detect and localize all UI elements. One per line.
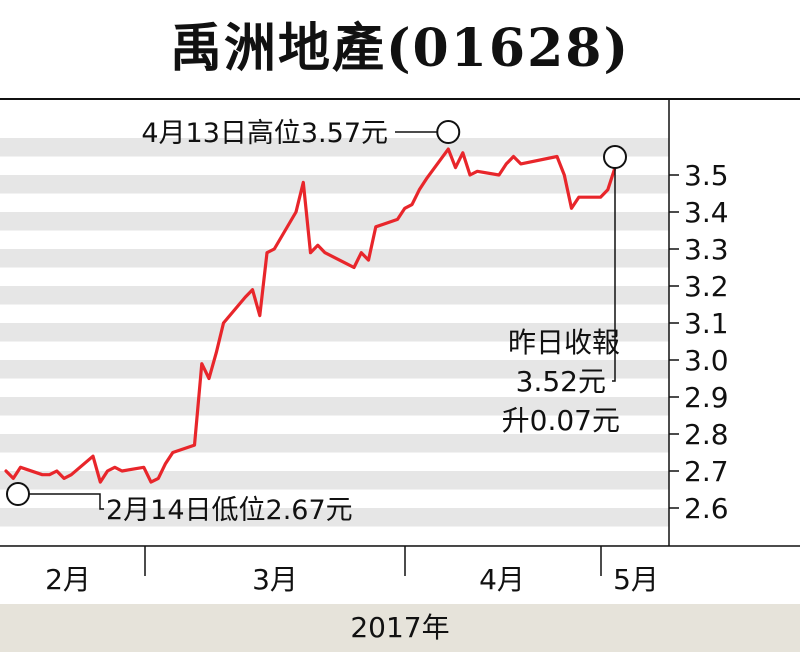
background-band xyxy=(0,323,669,342)
y-tick-label: 2.9 xyxy=(684,381,729,414)
price-line xyxy=(4,147,617,484)
month-label: 2月 xyxy=(45,563,91,596)
close-annotation-line-1: 昨日收報 xyxy=(508,326,620,359)
month-label: 3月 xyxy=(252,563,298,596)
background-band xyxy=(0,286,669,305)
background-band xyxy=(0,175,669,194)
background-band xyxy=(0,212,669,231)
month-label: 4月 xyxy=(479,563,525,596)
high-annotation: 4月13日高位3.57元 xyxy=(141,118,388,149)
y-tick-label: 3.2 xyxy=(684,270,729,303)
y-tick-label: 3.0 xyxy=(684,344,729,377)
background-band xyxy=(0,397,669,416)
y-axis-ticks: 2.6 2.7 2.8 2.9 3.0 3.1 3.2 3.3 3.4 3.5 xyxy=(669,159,729,525)
month-label: 5月 xyxy=(613,563,659,596)
background-band xyxy=(0,360,669,379)
high-marker xyxy=(436,120,461,144)
close-annotation-line-3: 升0.07元 xyxy=(502,404,620,437)
background-band xyxy=(0,471,669,490)
y-tick-label: 3.1 xyxy=(684,307,729,340)
year-label: 2017年 xyxy=(0,604,800,652)
low-marker xyxy=(6,482,30,506)
background-band xyxy=(0,508,669,527)
y-tick-label: 3.4 xyxy=(684,196,729,229)
y-tick-label: 2.8 xyxy=(684,418,729,451)
close-marker xyxy=(603,145,627,169)
background-band xyxy=(0,138,669,157)
y-tick-label: 3.3 xyxy=(684,233,729,266)
background-band xyxy=(0,434,669,453)
chart-title: 禹洲地產(01628) xyxy=(169,18,631,79)
y-tick-label: 3.5 xyxy=(684,159,729,192)
y-tick-label: 2.7 xyxy=(684,455,729,488)
close-leader-line xyxy=(612,168,616,382)
low-annotation: 2月14日低位2.67元 xyxy=(106,495,353,526)
y-tick-label: 2.6 xyxy=(684,492,729,525)
x-axis-month-ticks: 2月 3月 4月 5月 xyxy=(45,546,659,596)
close-annotation-line-2: 3.52元 xyxy=(516,365,606,398)
low-leader-line xyxy=(29,493,104,510)
